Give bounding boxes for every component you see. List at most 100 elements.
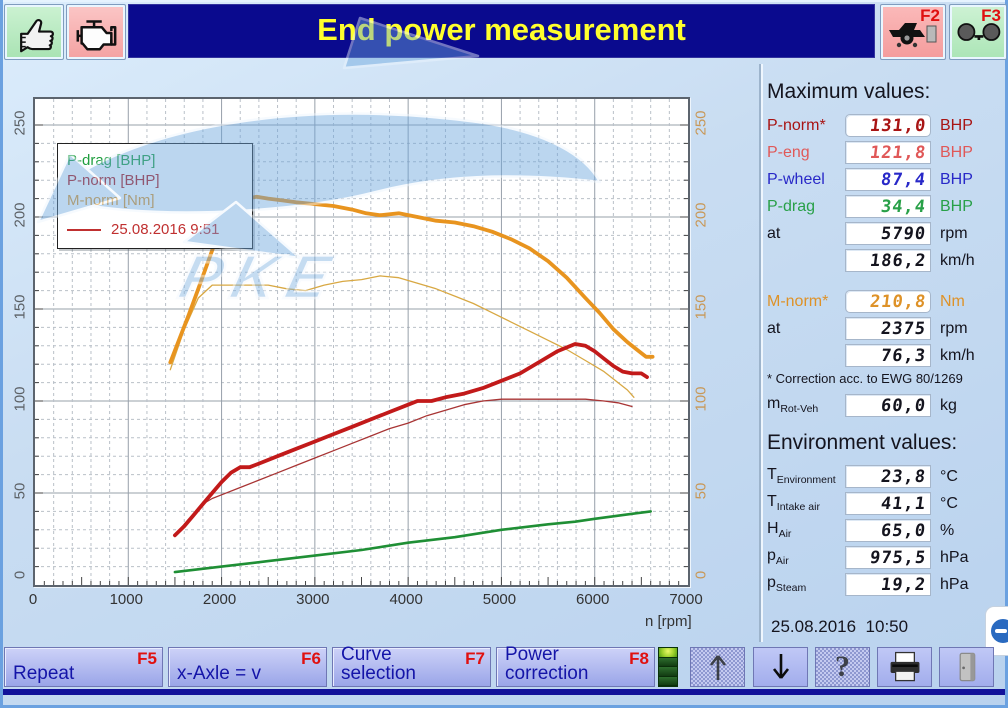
x-axle-button-label: x-Axle = v (177, 663, 261, 684)
indicator-segment-active (659, 648, 677, 658)
pwheel-label: P-wheel (767, 170, 825, 188)
t-environment-value-box: 23,8 (845, 465, 931, 488)
chart-legend: P-drag [BHP] P-norm [BHP] M-norm [Nm] 25… (57, 143, 253, 249)
p-air-label: pAir (767, 547, 789, 568)
t-intake-value-box: 41,1 (845, 492, 931, 515)
pnorm-value-box: 131,0 (845, 114, 931, 137)
x-tick-3000: 3000 (296, 591, 330, 608)
right-y-tick-0: 0 (692, 570, 710, 580)
panel-divider (759, 64, 761, 642)
value-row-h-air: HAir 65,0 % (767, 519, 955, 542)
h-air-value-box: 65,0 (845, 519, 931, 542)
value-row-at-rpm: at 5790 rpm (767, 222, 1005, 245)
mnorm-label: M-norm* (767, 292, 829, 310)
dyno-mode-button[interactable]: F2 (880, 4, 946, 60)
power-chart-canvas (35, 99, 688, 585)
mnorm-value: 210,8 (868, 291, 928, 312)
printer-icon (890, 651, 919, 682)
confirm-button[interactable] (4, 4, 64, 60)
teamviewer-icon[interactable] (985, 606, 1008, 656)
torque-at-rpm-label: at (767, 319, 781, 337)
pwheel-value: 87,4 (879, 169, 928, 190)
at-rpm-value: 5790 (879, 223, 928, 244)
thumbs-up-icon (20, 19, 54, 53)
left-y-tick-200: 200 (11, 202, 29, 228)
power-correction-button[interactable]: F8 Power correction (496, 645, 655, 687)
f3-key-label: F3 (981, 6, 1001, 25)
f6-key-label: F6 (301, 649, 321, 668)
pdrag-value: 34,4 (879, 196, 928, 217)
legend-reference-run: 25.08.2016 9:51 (67, 220, 243, 240)
speed-value: 186,2 (868, 250, 928, 271)
mnorm-unit: Nm (940, 292, 965, 310)
at-rpm-value-box: 5790 (845, 222, 931, 245)
torque-at-rpm-unit: rpm (940, 319, 968, 337)
scroll-down-button[interactable] (753, 647, 808, 687)
repeat-button-label: Repeat (13, 663, 75, 684)
f8-key-label: F8 (629, 649, 649, 668)
torque-at-rpm-value: 2375 (879, 318, 928, 339)
right-y-tick-50: 50 (692, 482, 710, 500)
x-tick-7000: 7000 (669, 591, 703, 608)
value-row-torque-speed: 76,3 km/h (767, 344, 1005, 367)
x-axle-button[interactable]: F6 x-Axle = v (168, 647, 327, 687)
left-y-tick-250: 250 (11, 110, 29, 136)
speed-value-box: 186,2 (845, 249, 931, 272)
engine-button[interactable] (66, 4, 126, 60)
peng-value: 121,8 (868, 142, 928, 163)
at-rpm-unit: rpm (940, 224, 968, 242)
curve-selection-button[interactable]: F7 Curve selection (332, 644, 491, 687)
mnorm-value-box: 210,8 (845, 290, 931, 313)
down-arrow-icon (772, 654, 789, 679)
x-tick-2000: 2000 (202, 591, 237, 608)
footer-separator (3, 689, 1005, 695)
value-row-p-air: pAir 975,5 hPa (767, 546, 969, 569)
h-air-label: HAir (767, 520, 792, 541)
teamviewer-arrows (995, 629, 1007, 633)
legend-item-pnorm: P-norm [BHP] (67, 172, 160, 189)
value-row-p-steam: pSteam 19,2 hPa (767, 573, 969, 596)
rot-mass-label: mRot-Veh (767, 395, 819, 416)
left-y-tick-0: 0 (11, 570, 29, 580)
x-tick-4000: 4000 (389, 591, 423, 608)
values-panel: Maximum values: P-norm* 131,0 BHP P-eng … (767, 80, 1005, 600)
rot-mass-value: 60,0 (879, 395, 928, 416)
exit-button[interactable] (939, 647, 994, 687)
left-y-tick-150: 150 (11, 294, 29, 320)
value-row-pdrag: P-drag 34,4 BHP (767, 195, 1005, 218)
torque-speed-value-box: 76,3 (845, 344, 931, 367)
value-row-peng: P-eng 121,8 BHP (767, 141, 1005, 164)
print-button[interactable] (877, 647, 932, 687)
pdrag-unit: BHP (940, 197, 973, 215)
repeat-button[interactable]: F5 Repeat (4, 647, 163, 687)
p-steam-label: pSteam (767, 574, 807, 595)
value-row-t-environment: TEnvironment 23,8 °C (767, 465, 958, 488)
car-dyno-icon (889, 23, 937, 48)
legend-item-pdrag: P-drag [BHP] (67, 152, 156, 169)
x-tick-6000: 6000 (576, 591, 610, 608)
pnorm-value: 131,0 (868, 115, 928, 136)
at-rpm-label: at (767, 224, 781, 242)
right-y-tick-150: 150 (692, 294, 710, 320)
p-steam-value-box: 19,2 (845, 573, 931, 596)
status-indicator (658, 647, 678, 687)
axle-mode-button[interactable]: F3 (949, 4, 1007, 60)
pdrag-value-box: 34,4 (845, 195, 931, 218)
peng-value-box: 121,8 (845, 141, 931, 164)
wheel-axle-icon (957, 23, 1001, 41)
curve-selection-button-label: Curve selection (341, 644, 416, 684)
scroll-up-button[interactable] (690, 647, 745, 687)
environment-values-heading: Environment values: (767, 431, 958, 454)
page-title: End power measurement (128, 4, 875, 58)
value-row-mnorm: M-norm* 210,8 Nm (767, 290, 1005, 313)
curve-p-norm-current-bhp- (172, 342, 649, 538)
value-row-rot-mass: mRot-Veh 60,0 kg (767, 394, 1005, 417)
pwheel-value-box: 87,4 (845, 168, 931, 191)
peng-unit: BHP (940, 143, 973, 161)
rot-mass-unit: kg (940, 396, 957, 414)
f7-key-label: F7 (465, 649, 485, 668)
legend-item-mnorm: M-norm [Nm] (67, 192, 155, 209)
up-arrow-icon (709, 655, 726, 680)
help-button[interactable]: ? (815, 647, 870, 687)
